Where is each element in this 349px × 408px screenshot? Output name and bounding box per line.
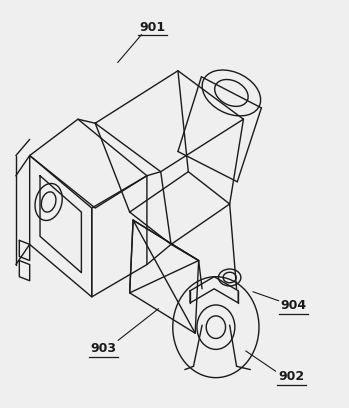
Text: 904: 904 — [280, 299, 306, 312]
Text: 903: 903 — [91, 342, 117, 355]
Text: 901: 901 — [139, 21, 165, 33]
Text: 902: 902 — [279, 370, 305, 384]
